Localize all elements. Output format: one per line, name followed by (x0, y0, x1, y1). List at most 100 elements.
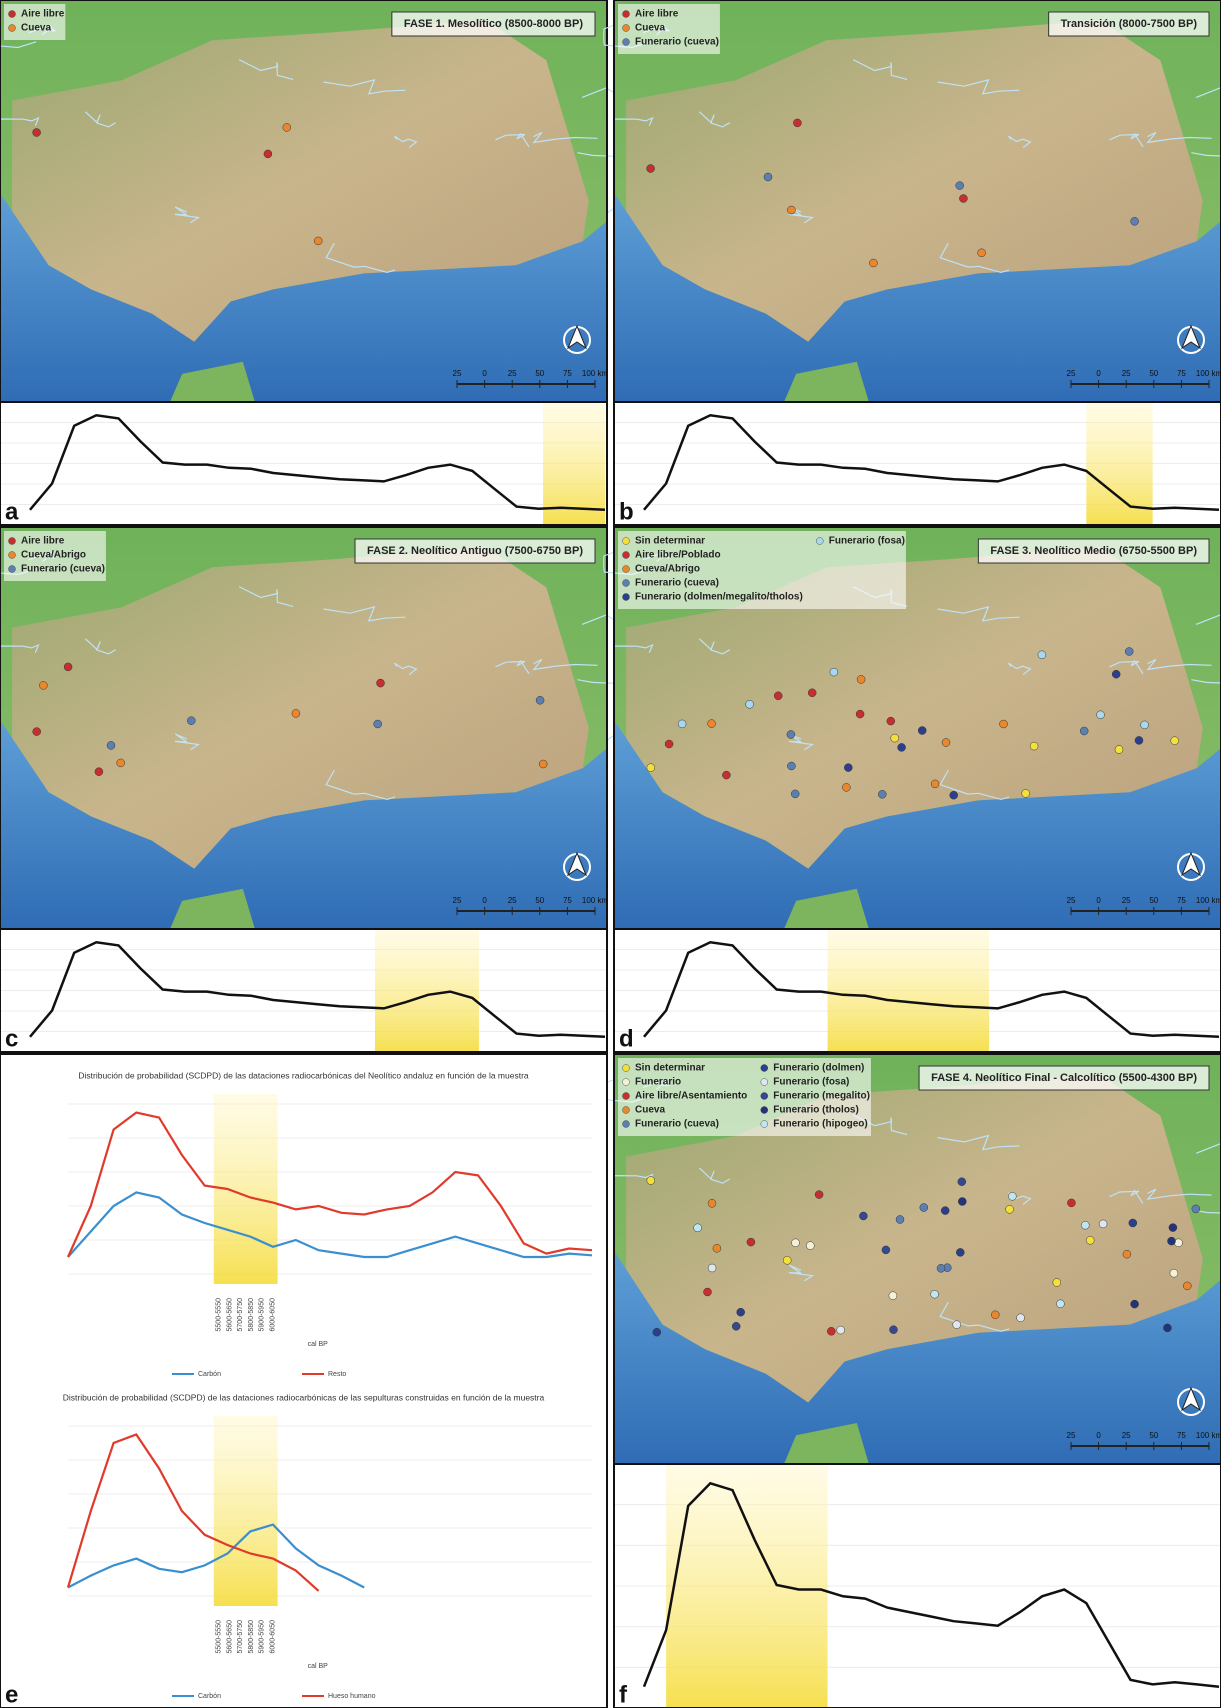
site-marker (937, 1264, 945, 1272)
site-marker (1131, 217, 1139, 225)
site-marker (959, 195, 967, 203)
scale-label: 0 (482, 896, 487, 905)
site-marker (958, 1198, 966, 1206)
site-marker (1141, 721, 1149, 729)
x-axis-label: cal BP (308, 1341, 329, 1348)
density-panel: b (614, 402, 1221, 525)
legend-label: Sin determinar (635, 1063, 705, 1074)
panel-letter: a (5, 498, 19, 525)
legend-label: Funerario (cueva) (635, 37, 719, 48)
legend-label: Funerario (fosa) (773, 1077, 849, 1088)
scale-label: 25 (1122, 1431, 1131, 1440)
x-tick-label: 5800-5850 (248, 1620, 255, 1654)
site-marker (1017, 1314, 1025, 1322)
scale-label: 25 (1067, 896, 1076, 905)
site-marker (1030, 742, 1038, 750)
site-marker (931, 780, 939, 788)
site-marker (958, 1178, 966, 1186)
x-tick-label: 5800-5850 (248, 1298, 255, 1332)
site-marker (1080, 727, 1088, 735)
site-marker (95, 768, 103, 776)
chart-panel: Distribución de probabilidad (SCDPD) de … (0, 1054, 607, 1708)
legend-marker (9, 11, 16, 18)
site-marker (931, 1290, 939, 1298)
site-marker (882, 1246, 890, 1254)
site-marker (1129, 1219, 1137, 1227)
site-marker (787, 731, 795, 739)
site-marker (842, 783, 850, 791)
scale-label: 75 (563, 896, 572, 905)
site-marker (857, 675, 865, 683)
scale-label: 25 (1067, 1431, 1076, 1440)
chart-background (0, 1054, 607, 1708)
phase-highlight (214, 1416, 278, 1606)
legend-marker (623, 580, 630, 587)
scale-label: 100 km (1196, 369, 1221, 378)
legend-label: Cueva/Abrigo (21, 550, 86, 561)
scale-label: 0 (1096, 1431, 1101, 1440)
site-marker (647, 165, 655, 173)
site-marker (1163, 1324, 1171, 1332)
map-panel: Sin determinarAire libre/PobladoCueva/Ab… (604, 527, 1221, 929)
legend-label: Aire libre (21, 536, 65, 547)
site-marker (1170, 1269, 1178, 1277)
legend-marker (623, 566, 630, 573)
site-marker (787, 206, 795, 214)
scale-label: 25 (508, 369, 517, 378)
density-panel: f (614, 1464, 1221, 1708)
site-marker (264, 150, 272, 158)
legend: Aire libreCuevaFunerario (cueva) (618, 4, 720, 54)
site-marker (774, 692, 782, 700)
phase-highlight (666, 1464, 827, 1708)
site-marker (891, 734, 899, 742)
legend-marker (761, 1093, 768, 1100)
site-marker (889, 1292, 897, 1300)
panel-letter: c (5, 1025, 18, 1052)
density-panel: a (0, 402, 607, 525)
site-marker (653, 1328, 661, 1336)
legend-marker (761, 1079, 768, 1086)
site-marker (539, 760, 547, 768)
map-title: FASE 2. Neolítico Antiguo (7500-6750 BP) (367, 545, 583, 557)
legend-label: Funerario (cueva) (21, 564, 105, 575)
scale-label: 25 (1122, 896, 1131, 905)
site-marker (878, 790, 886, 798)
chart-title: Distribución de probabilidad (SCDPD) de … (78, 1070, 529, 1080)
site-marker (859, 1212, 867, 1220)
legend-marker (623, 1093, 630, 1100)
site-marker (887, 717, 895, 725)
scale-label: 75 (1177, 369, 1186, 378)
scale-label: 25 (453, 896, 462, 905)
site-marker (708, 1199, 716, 1207)
site-marker (918, 727, 926, 735)
site-marker (978, 249, 986, 257)
phase-highlight (828, 929, 989, 1052)
site-marker (713, 1244, 721, 1252)
site-marker (1192, 1205, 1200, 1213)
site-marker (898, 743, 906, 751)
site-marker (791, 790, 799, 798)
map-panel: Aire libreCuevaFASE 1. Mesolítico (8500-… (0, 0, 669, 402)
map-title: FASE 1. Mesolítico (8500-8000 BP) (404, 18, 583, 30)
legend: Sin determinarAire libre/PobladoCueva/Ab… (618, 531, 906, 609)
site-marker (107, 741, 115, 749)
site-marker (1115, 746, 1123, 754)
site-marker (764, 173, 772, 181)
site-marker (33, 129, 41, 137)
x-tick-label: 5900-5950 (259, 1298, 266, 1332)
legend-label: Funerario (megalito) (773, 1091, 870, 1102)
scale-label: 100 km (1196, 1431, 1221, 1440)
site-marker (783, 1256, 791, 1264)
site-marker (808, 689, 816, 697)
legend-marker (9, 552, 16, 559)
site-marker (815, 1191, 823, 1199)
x-tick-label: 5700-5750 (237, 1298, 244, 1332)
x-tick-label: 5500-5550 (216, 1620, 223, 1654)
x-tick-label: 5600-5650 (226, 1620, 233, 1654)
legend-marker (761, 1107, 768, 1114)
legend-marker (623, 1107, 630, 1114)
panel-letter: b (619, 498, 634, 525)
site-marker (1168, 1237, 1176, 1245)
site-marker (1123, 1250, 1131, 1258)
